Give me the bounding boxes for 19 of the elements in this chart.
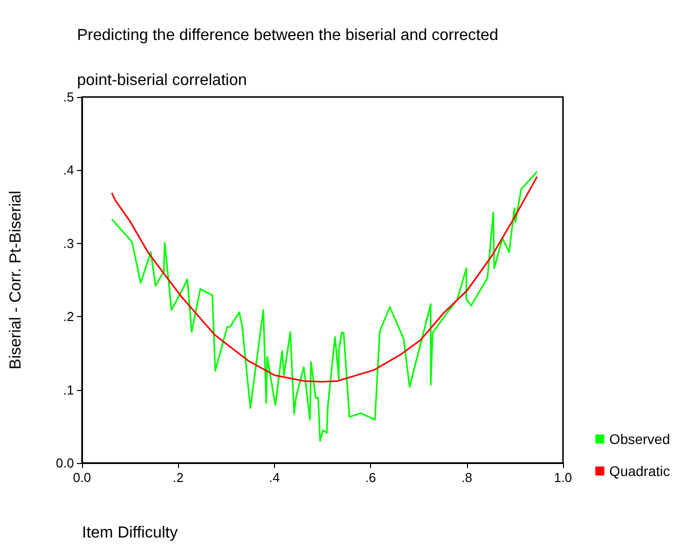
y-tick-label: 0.0 [56, 456, 74, 470]
legend-label: Observed [609, 431, 670, 447]
x-tick-label: .6 [365, 470, 376, 485]
y-tick-label: .2 [63, 309, 74, 324]
x-axis-title: Item Difficulty [82, 524, 178, 542]
chart-title: Predicting the difference between the biserial and corrected point-biserial correlation [77, 27, 498, 89]
y-tick-label: .3 [63, 236, 74, 251]
x-tick-label: 0.0 [72, 470, 92, 485]
y-tick-label: .5 [63, 90, 74, 104]
x-tick-label: 1.0 [554, 470, 572, 485]
x-tick-label: .2 [172, 470, 184, 485]
line-series [111, 176, 538, 383]
line-series [111, 170, 538, 442]
y-tick-label: .1 [63, 382, 74, 398]
y-axis-title: Biserial - Corr. Pt-Biserial [8, 190, 24, 370]
legend-label: Quadratic [609, 463, 670, 479]
x-tick-label: .4 [268, 470, 280, 485]
y-tick-label: .4 [63, 162, 74, 178]
x-tick-label: .8 [461, 470, 472, 485]
